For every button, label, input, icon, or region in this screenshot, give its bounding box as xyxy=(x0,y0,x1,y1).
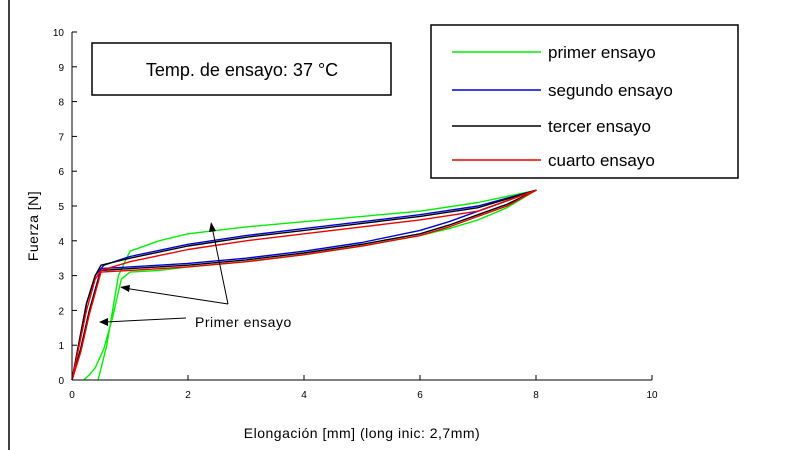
legend-label-3: tercer ensayo xyxy=(548,117,651,136)
legend-items: primer ensayo segundo ensayo tercer ensayo… xyxy=(452,43,673,170)
y-tick-label: 8 xyxy=(58,98,64,109)
y-tick-label: 10 xyxy=(53,28,65,39)
y-tick-label: 9 xyxy=(58,63,64,74)
annotation-arrow-2 xyxy=(104,317,187,323)
x-tick-label: 0 xyxy=(69,390,75,401)
y-tick-label: 6 xyxy=(58,167,64,178)
annotation-arrowhead-1 xyxy=(120,285,130,292)
x-axis-title: Elongación [mm] (long inic: 2,7mm) xyxy=(244,425,480,441)
y-tick-label: 5 xyxy=(58,202,64,213)
series-line-1 xyxy=(83,189,537,381)
annotation-arrowhead-3 xyxy=(209,222,216,232)
series-line-3 xyxy=(71,189,537,381)
temperature-label: Temp. de ensayo: 37 °C xyxy=(146,60,338,80)
x-tick-label: 6 xyxy=(417,390,423,401)
temperature-box xyxy=(91,42,392,96)
annotation-arrowhead-2 xyxy=(99,318,108,326)
x-tick-label: 4 xyxy=(301,390,307,401)
x-tick-label: 2 xyxy=(185,390,191,401)
legend-label-2: segundo ensayo xyxy=(548,81,673,100)
annotation-arrow-1 xyxy=(123,287,229,305)
x-tick-label: 10 xyxy=(646,390,658,401)
y-tick-label: 1 xyxy=(58,341,64,352)
annotation-label: Primer ensayo xyxy=(195,314,292,330)
y-axis-title: Fuerza [N] xyxy=(25,191,41,261)
x-tick-label: 8 xyxy=(533,390,539,401)
annotation: Primer ensayo xyxy=(99,222,292,330)
y-tick-label: 4 xyxy=(58,237,64,248)
series-line-4 xyxy=(71,189,537,381)
y-tick-label: 0 xyxy=(58,376,64,387)
legend xyxy=(430,24,739,179)
legend-label-4: cuarto ensayo xyxy=(548,151,655,170)
legend-label-1: primer ensayo xyxy=(548,43,656,62)
x-ticks: 0 2 4 6 8 10 xyxy=(69,375,658,401)
y-tick-label: 3 xyxy=(58,272,64,283)
y-ticks: 0 1 2 3 4 5 6 7 8 9 10 xyxy=(53,28,77,387)
y-tick-label: 2 xyxy=(58,306,64,317)
plot-lines xyxy=(71,189,537,381)
y-tick-label: 7 xyxy=(58,132,64,143)
annotation-arrow-3 xyxy=(211,226,229,305)
